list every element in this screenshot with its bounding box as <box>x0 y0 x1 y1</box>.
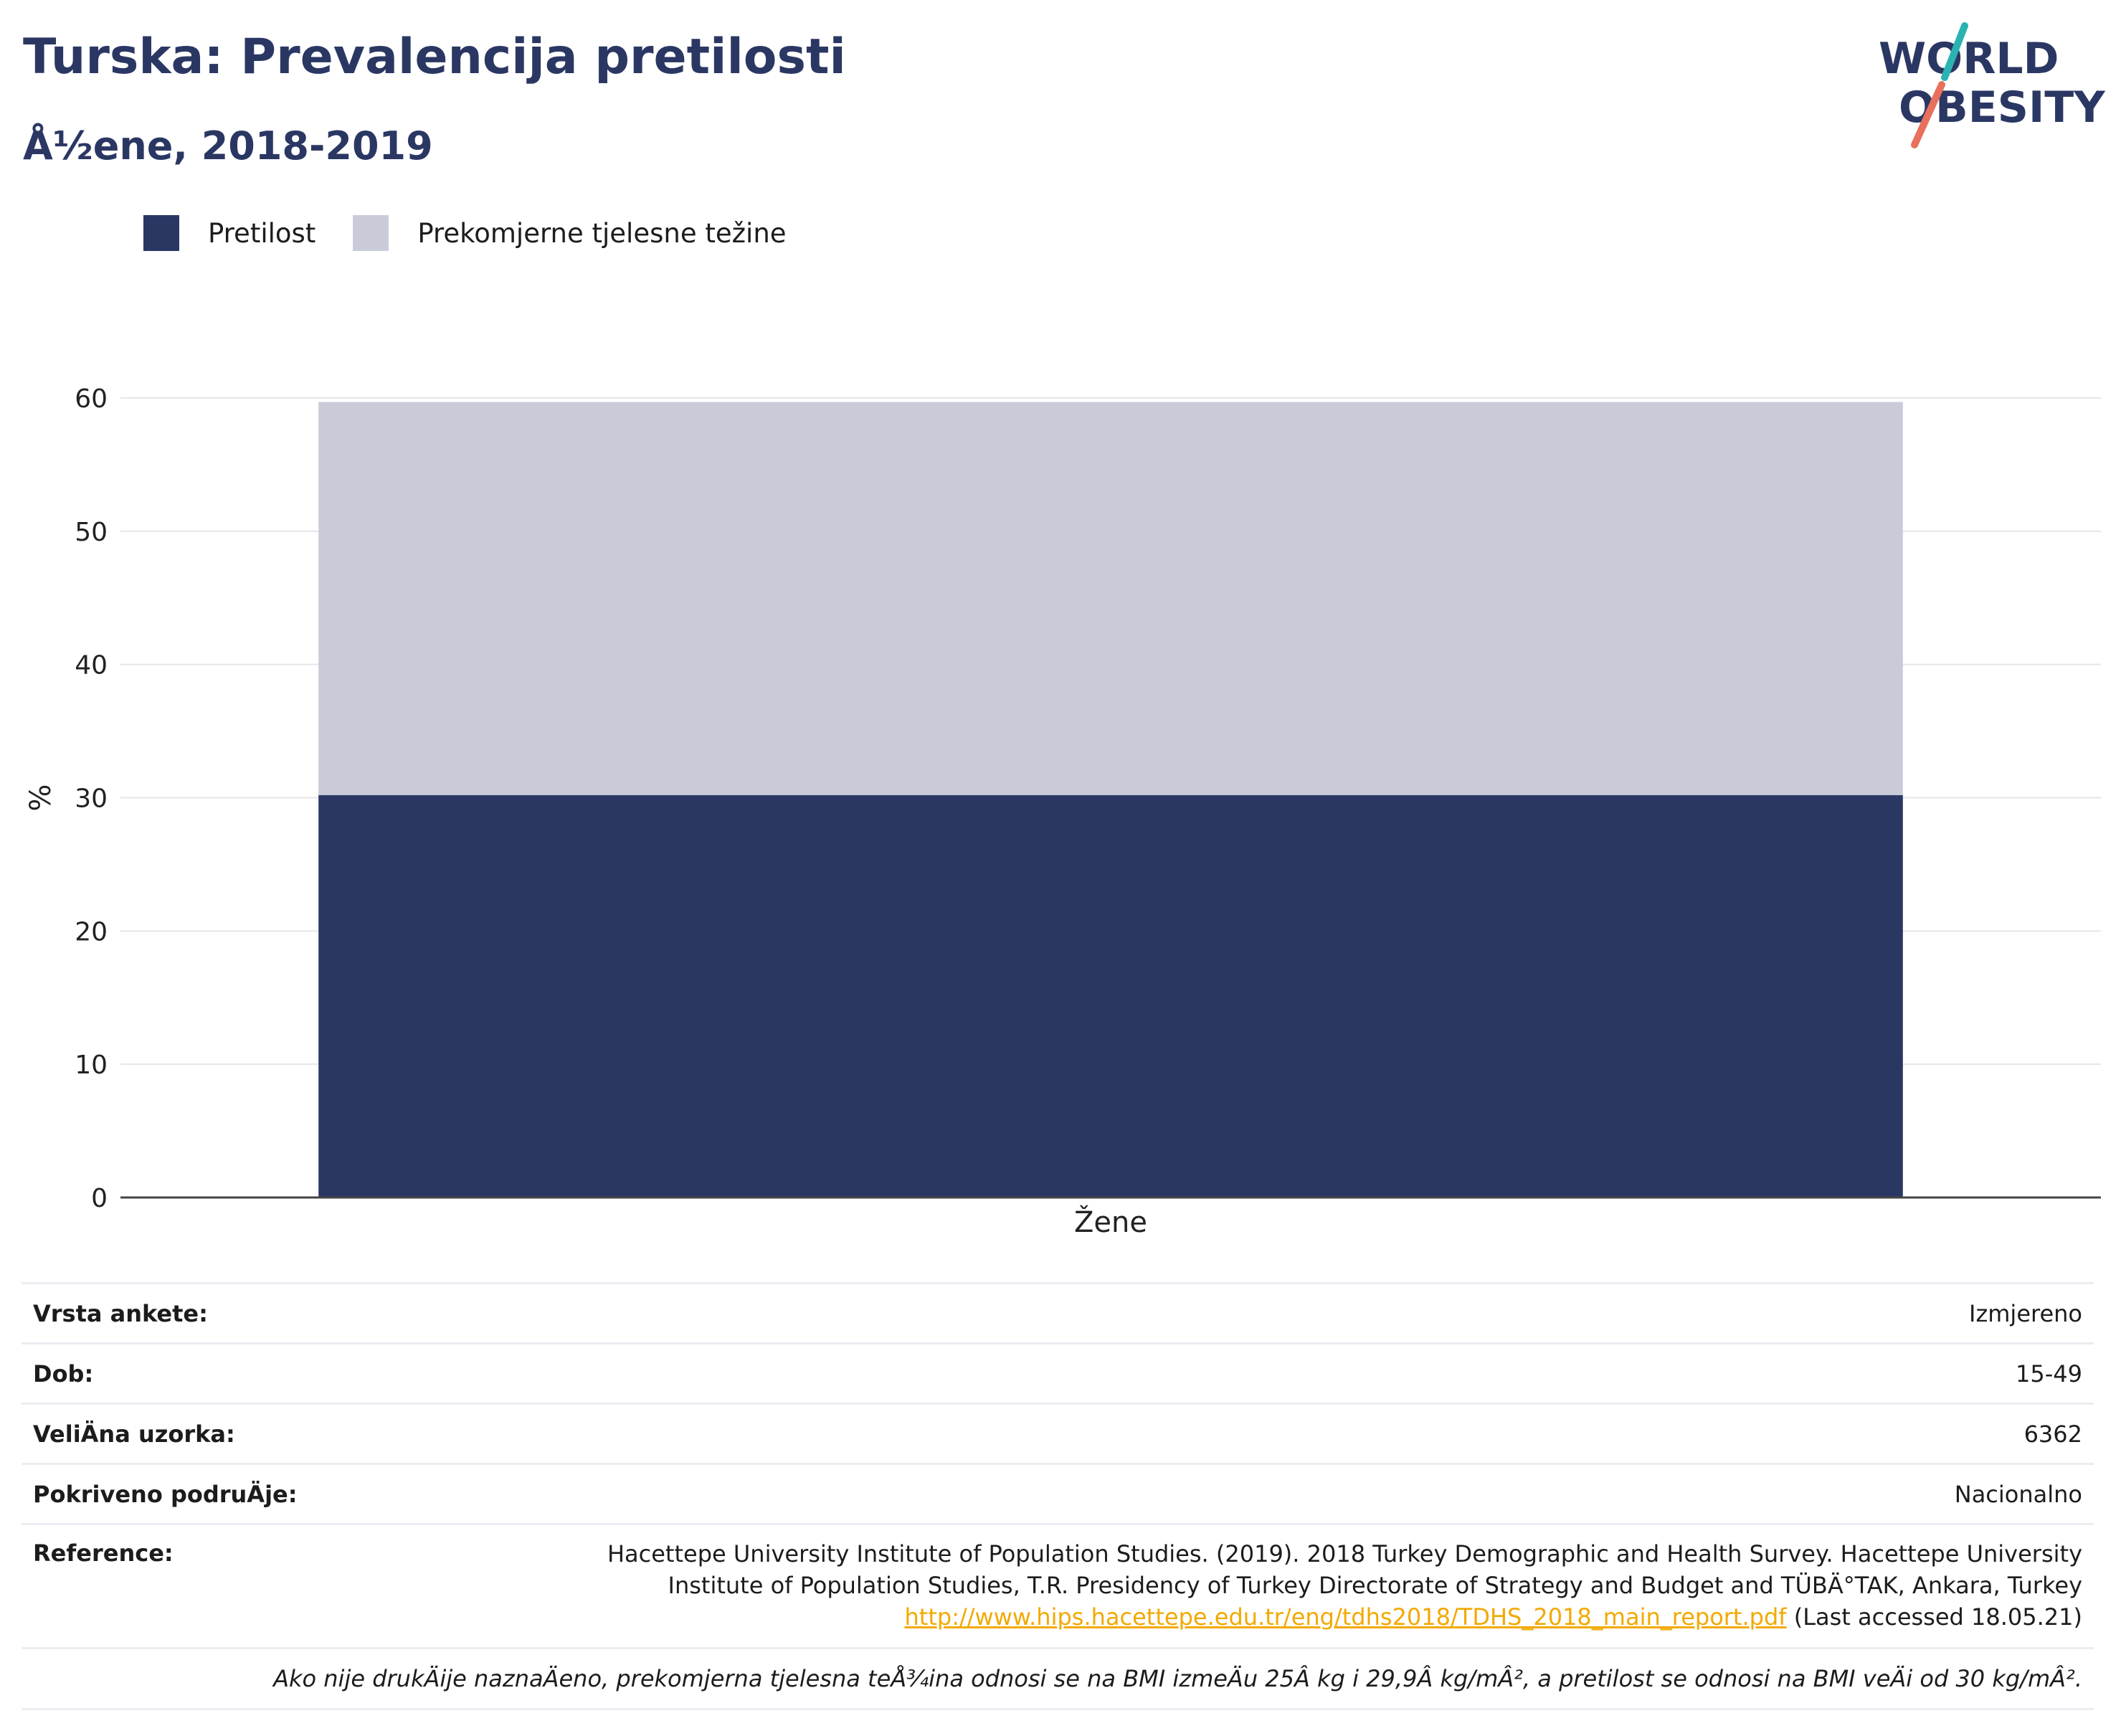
info-row-age: Dob: 15-49 <box>22 1342 2094 1403</box>
y-tick-label: 50 <box>75 518 108 547</box>
bar-obesity <box>318 795 1903 1197</box>
info-key: Pokriveno podruÄje: <box>33 1480 298 1508</box>
y-axis-label: % <box>24 784 57 811</box>
logo-slash-teal <box>1941 22 1968 81</box>
reference-accessed: (Last accessed 18.05.21) <box>1786 1603 2082 1631</box>
world-obesity-logo: WORLD OBESITY <box>1879 22 2106 148</box>
legend-label-obesity: Pretilost <box>208 217 316 249</box>
info-value: 6362 <box>2023 1420 2082 1448</box>
info-row-sample-size: VeliÄna uzorka: 6362 <box>22 1403 2094 1463</box>
logo-slash-coral <box>1911 81 1945 148</box>
y-tick-label: 30 <box>75 784 108 814</box>
info-row-reference: Reference: Hacettepe University Institut… <box>22 1523 2094 1647</box>
legend-swatch-overweight <box>353 215 389 251</box>
reference-link[interactable]: http://www.hips.hacettepe.edu.tr/eng/tdh… <box>904 1603 1787 1631</box>
info-row-coverage: Pokriveno podruÄje: Nacionalno <box>22 1463 2094 1523</box>
info-key: Dob: <box>33 1360 94 1388</box>
info-value: 15-49 <box>2016 1360 2082 1388</box>
x-tick-label: Žene <box>1074 1205 1147 1239</box>
legend-label-overweight: Prekomjerne tjelesne težine <box>417 217 787 249</box>
legend-swatch-obesity <box>143 215 179 251</box>
y-tick-label: 10 <box>75 1050 108 1080</box>
info-value: Nacionalno <box>1954 1480 2082 1508</box>
y-tick-label: 20 <box>75 917 108 947</box>
legend-item-overweight[interactable]: Prekomjerne tjelesne težine <box>353 215 787 251</box>
info-key: Vrsta ankete: <box>33 1299 208 1327</box>
y-tick-label: 0 <box>91 1184 108 1213</box>
bar-chart: 0 10 20 30 40 50 60% Žene <box>24 384 2101 1239</box>
bar-overweight <box>318 402 1903 795</box>
chart-subtitle: Å½ene, 2018-2019 <box>23 123 433 169</box>
reference-line-3: http://www.hips.hacettepe.edu.tr/eng/tdh… <box>607 1601 2082 1633</box>
legend: Pretilost Prekomjerne tjelesne težine <box>143 212 824 254</box>
y-tick-label: 60 <box>75 384 108 414</box>
reference-text: Hacettepe University Institute of Popula… <box>607 1538 2082 1633</box>
reference-line-2: Institute of Population Studies, T.R. Pr… <box>668 1572 2083 1599</box>
legend-item-obesity[interactable]: Pretilost <box>143 215 315 251</box>
logo-word-world: WORLD <box>1879 34 2059 84</box>
reference-line-1: Hacettepe University Institute of Popula… <box>607 1540 2082 1567</box>
info-key: Reference: <box>33 1540 174 1567</box>
info-row-survey-type: Vrsta ankete: Izmjereno <box>22 1282 2094 1342</box>
survey-info-table: Vrsta ankete: Izmjereno Dob: 15-49 VeliÄ… <box>22 1282 2094 1710</box>
y-tick-label: 40 <box>75 651 108 680</box>
info-value: Izmjereno <box>1969 1299 2082 1327</box>
chart-title: Turska: Prevalencija pretilosti <box>23 29 846 85</box>
info-key: VeliÄna uzorka: <box>33 1420 235 1448</box>
definition-note: Ako nije drukÄije naznaÄeno, prekomjerna… <box>22 1647 2094 1710</box>
